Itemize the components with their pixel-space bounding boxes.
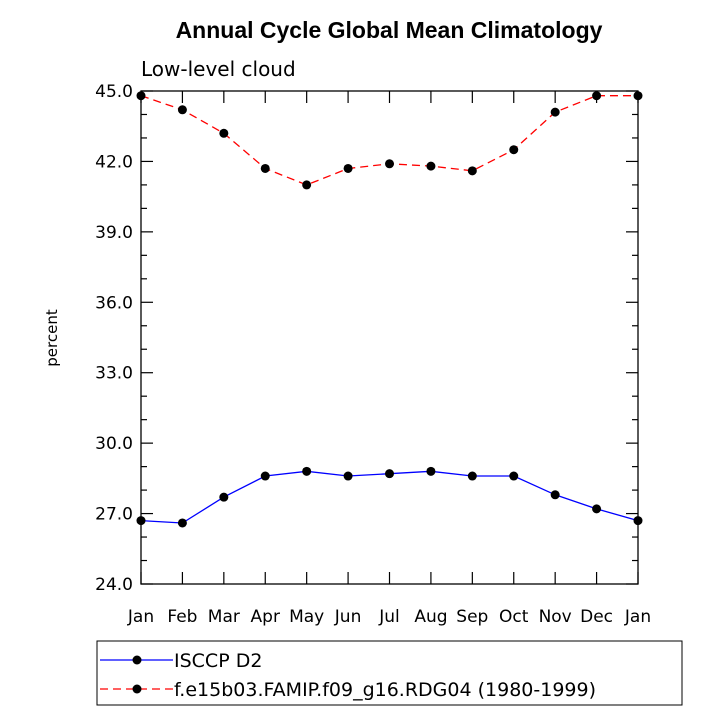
series-1-point [550,107,560,117]
series-1-point [136,91,146,101]
chart-subtitle: Low-level cloud [141,57,296,81]
y-tick-label: 45.0 [95,82,133,102]
series-0-point [592,504,602,514]
series-0-point [260,471,270,481]
y-tick-label: 27.0 [95,505,133,525]
legend-label-model: f.e15b03.FAMIP.f09_g16.RDG04 (1980-1999) [174,679,596,701]
x-tick-label: Oct [499,607,529,627]
legend-marker-model [132,684,142,694]
x-tick-label: Nov [539,607,572,627]
x-axis-ticks: Jan Feb Mar Apr May Jun Jul Aug Sep Oct Nov Dec Jan [127,91,651,627]
series-1-point [633,91,643,101]
series-0-point [550,490,560,500]
x-tick-label: Dec [580,607,613,627]
legend-entry-isccp: ISCCP D2 [100,650,262,672]
y-tick-label: 30.0 [95,434,133,454]
series-layer [136,91,643,528]
series-0-point [302,466,312,476]
y-tick-label: 33.0 [95,364,133,384]
series-0-point [509,471,519,481]
x-tick-label: Jul [378,607,400,627]
x-tick-label: Feb [167,607,197,627]
series-0-point [177,518,187,528]
x-tick-label: Sep [456,607,488,627]
series-1-point [467,166,477,176]
series-1-point [219,128,229,138]
series-1-point [177,105,187,115]
series-1-point [302,180,312,190]
x-tick-label: Jan [624,607,651,627]
series-1-point [592,91,602,101]
series-1-point [343,163,353,173]
series-line-0 [140,470,639,524]
legend: ISCCP D2 f.e15b03.FAMIP.f09_g16.RDG04 (1… [96,640,683,706]
chart-title: Annual Cycle Global Mean Climatology [176,17,603,43]
y-tick-label: 39.0 [95,223,133,243]
legend-marker-isccp [132,655,142,665]
series-0-point [136,516,146,526]
series-0-point [219,492,229,502]
y-tick-label: 36.0 [95,293,133,313]
series-1-point [260,163,270,173]
series-1-point [509,145,519,155]
x-tick-label: Jan [127,607,154,627]
plot-area: 24.0 27.0 30.0 33.0 36.0 39.0 42.0 45.0 Jan Feb M… [95,82,651,627]
series-1-point [385,159,394,169]
series-0-point [385,469,394,479]
x-tick-label: May [289,607,324,627]
legend-label-isccp: ISCCP D2 [174,650,262,672]
series-0-point [633,516,643,526]
series-0-point [343,471,353,481]
x-tick-label: Jun [334,607,362,627]
x-tick-label: Aug [414,607,447,627]
x-tick-label: Apr [251,607,280,627]
y-axis-label: percent [43,309,61,367]
series-0-point [467,471,477,481]
y-tick-label: 42.0 [95,152,133,172]
legend-entry-model: f.e15b03.FAMIP.f09_g16.RDG04 (1980-1999) [100,679,596,701]
legend-box [96,640,683,706]
series-1-point [426,161,436,171]
x-tick-label: Mar [208,607,240,627]
y-axis-ticks: 24.0 27.0 30.0 33.0 36.0 39.0 42.0 45.0 [95,82,638,595]
series-0-point [426,466,436,476]
y-tick-label: 24.0 [95,575,133,595]
series-line-1 [140,95,638,186]
